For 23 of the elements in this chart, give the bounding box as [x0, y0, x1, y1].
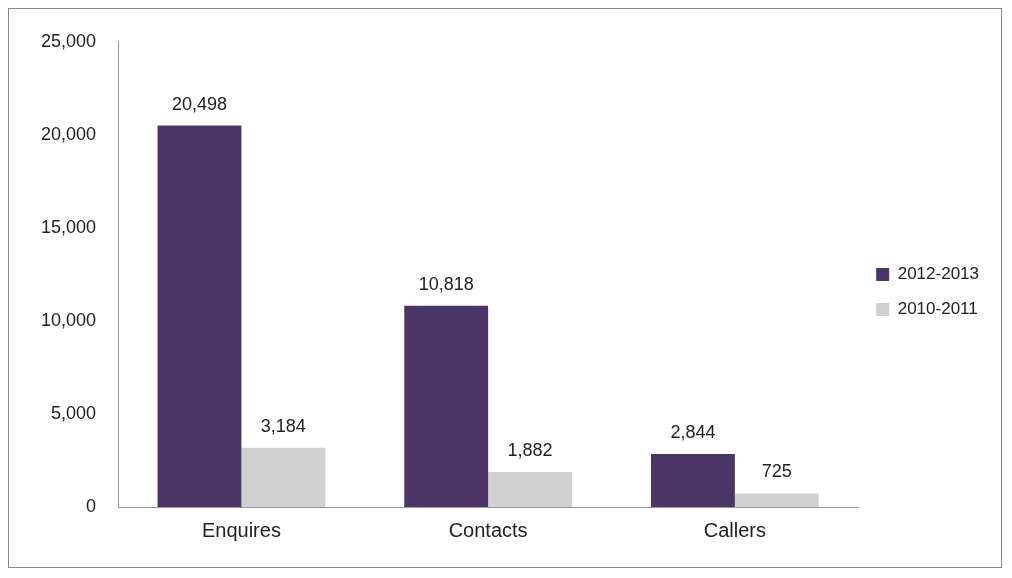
- bar: [157, 125, 242, 507]
- legend-label: 2012-2013: [897, 264, 980, 284]
- y-tick-label: 0: [86, 495, 97, 516]
- x-tick-label: Contacts: [448, 518, 528, 541]
- data-label: 20,498: [171, 93, 227, 114]
- y-tick-label: 20,000: [40, 123, 97, 144]
- x-tick-label: Callers: [703, 518, 766, 541]
- data-label: 725: [761, 461, 792, 482]
- bar: [488, 471, 573, 507]
- x-tick-label: Enquires: [201, 518, 281, 541]
- y-tick-label: 5,000: [51, 402, 97, 423]
- y-tick-label: 10,000: [40, 309, 97, 330]
- data-label: 1,882: [507, 439, 553, 460]
- bar: [241, 447, 326, 507]
- bar: [734, 493, 819, 507]
- bar: [404, 305, 489, 507]
- data-label: 3,184: [260, 415, 306, 436]
- data-label: 2,844: [670, 422, 716, 443]
- y-tick-label: 15,000: [40, 216, 97, 237]
- y-tick-label: 25,000: [40, 30, 97, 51]
- bar: [650, 454, 735, 507]
- data-label: 10,818: [418, 273, 474, 294]
- legend-label: 2010-2011: [897, 299, 978, 319]
